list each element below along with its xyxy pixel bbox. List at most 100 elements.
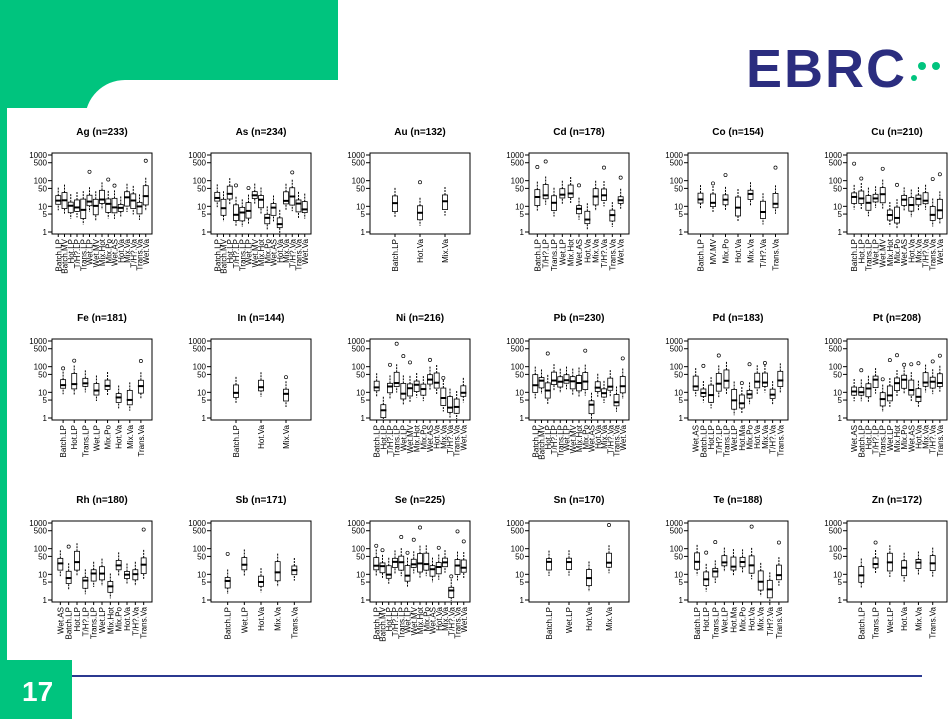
x-tick-label: Hot.Va (900, 606, 909, 630)
y-tick-label: 100 (34, 363, 48, 372)
box (233, 204, 239, 221)
x-tick-label: Wet.Va (617, 238, 626, 264)
left-green-strip (0, 80, 7, 680)
x-tick-label: Wet.LP (886, 425, 895, 451)
y-tick-label: 10 (833, 570, 842, 579)
x-tick-label: Hot.Ma (729, 606, 738, 632)
x-tick-label: Wet.Va (459, 424, 468, 450)
panel-title: Pd (n=183) (713, 313, 764, 324)
box (105, 198, 112, 213)
box (258, 195, 264, 209)
x-tick-label: Wet.LP (245, 239, 254, 265)
x-tick-label: Wet.AS (56, 607, 65, 634)
x-tick-label: T/H?.LP (872, 425, 881, 454)
header-curve (85, 80, 338, 120)
outlier-point (880, 166, 885, 171)
y-tick-label: 1 (43, 414, 48, 423)
box (233, 384, 239, 398)
x-tick-label: Batch.LP (54, 239, 63, 271)
x-tick-label: Hot.LP (226, 239, 235, 263)
box (915, 194, 922, 206)
box (429, 565, 436, 577)
x-tick-label: Hot.Va (585, 606, 594, 630)
outlier-point (138, 358, 143, 363)
x-tick-label: Mix.Va (914, 238, 923, 262)
y-tick-label: 500 (829, 159, 843, 168)
y-tick-label: 50 (833, 370, 842, 379)
x-tick-label: Wet.AS (426, 425, 435, 452)
y-tick-label: 10 (197, 570, 206, 579)
x-tick-label: Mix.Po (422, 606, 431, 631)
x-tick-label: Mix.Po (263, 238, 272, 263)
y-tick-label: 500 (511, 345, 525, 354)
x-tick-label: Hot.LP (385, 607, 394, 631)
x-tick-label: Hot.LP (857, 239, 866, 263)
x-tick-label: T/H?.LP (232, 239, 241, 268)
box (373, 380, 380, 392)
x-tick-label: Batch.LP (857, 607, 866, 639)
outlier-point (902, 362, 907, 367)
x-tick-label: Mix.Va (600, 424, 609, 448)
y-tick-label: 1 (520, 414, 525, 423)
x-tick-label: Trans.Va (929, 606, 938, 638)
y-tick-label: 5 (679, 210, 684, 219)
x-tick-label: Wet.AS (588, 425, 597, 452)
x-tick-label: Batch.LP (697, 239, 706, 271)
x-tick-label: Wet.Va (936, 238, 945, 264)
y-tick-label: 50 (197, 370, 206, 379)
outlier-point (895, 182, 899, 187)
y-tick-label: 5 (838, 578, 843, 587)
x-tick-label: Trans.Va (454, 606, 463, 638)
x-tick-label: Trans.LP (550, 239, 559, 271)
outlier-point (602, 165, 606, 170)
plot-frame (210, 152, 312, 235)
x-tick-label: Mix.Po (419, 424, 428, 449)
y-tick-label: 100 (670, 363, 684, 372)
outlier-point (916, 361, 921, 366)
box (777, 370, 784, 387)
x-tick-label: Mix.Po (739, 606, 748, 631)
y-tick-label: 5 (679, 396, 684, 405)
y-tick-label: 1 (43, 596, 48, 605)
y-tick-label: 1000 (29, 337, 47, 346)
y-tick-label: 100 (670, 545, 684, 554)
x-tick-label: T/H?.Va (600, 238, 609, 267)
box (762, 372, 768, 387)
box (239, 206, 246, 222)
panel-title: In (n=144) (238, 313, 285, 324)
box (214, 191, 221, 202)
x-tick-label: T/H?.Va (766, 606, 775, 635)
y-tick-label: 1 (838, 414, 843, 423)
box (584, 210, 591, 225)
outlier-point (401, 354, 406, 359)
x-tick-label: Mix.Va (441, 238, 450, 262)
panel-title: Fe (n=181) (77, 313, 127, 324)
x-tick-label: Batch.LP (224, 607, 233, 639)
y-tick-label: 1 (361, 228, 366, 237)
box (712, 567, 719, 578)
outlier-point (749, 524, 754, 529)
outlier-point (859, 176, 864, 181)
x-tick-label: T/H?.LP (81, 607, 90, 636)
x-tick-label: Wet.AS (111, 239, 120, 266)
x-tick-label: Trans.LP (872, 607, 881, 639)
outlier-point (72, 358, 77, 363)
outlier-point (620, 356, 625, 361)
outlier-point (143, 158, 148, 163)
outlier-point (399, 535, 404, 539)
outlier-point (394, 341, 399, 346)
outlier-point (441, 375, 446, 380)
x-tick-label: T/H?.LP (73, 239, 82, 268)
x-tick-label: T/H?.Va (606, 424, 615, 453)
box (715, 373, 722, 392)
y-tick-label: 10 (38, 202, 47, 211)
y-tick-label: 50 (515, 370, 524, 379)
x-tick-label: Trans.Va (776, 424, 785, 456)
box (730, 556, 737, 571)
